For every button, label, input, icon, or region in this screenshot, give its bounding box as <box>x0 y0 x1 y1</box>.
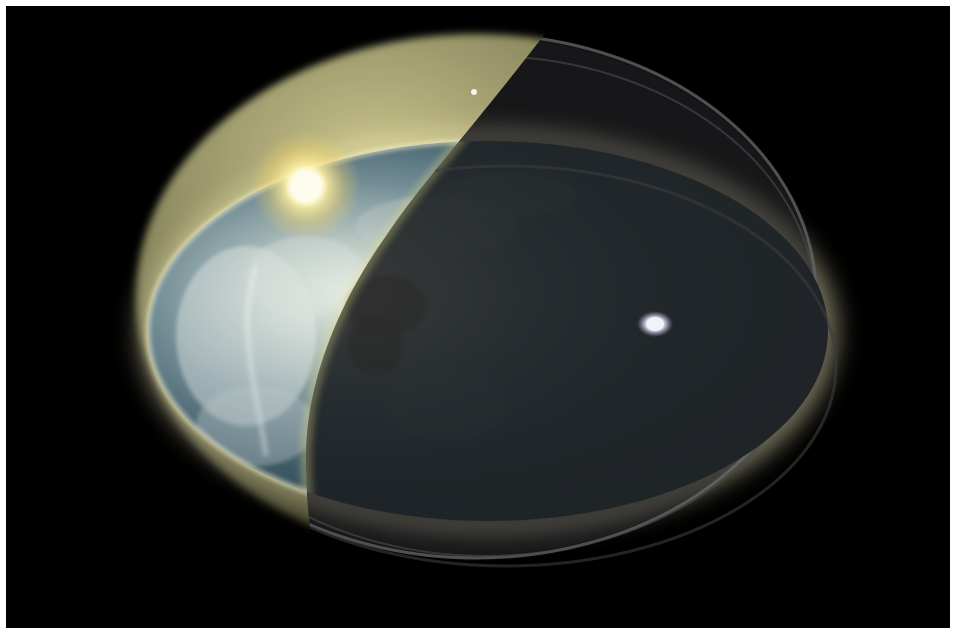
terminator-line <box>300 141 570 521</box>
star <box>471 89 477 95</box>
night-ring <box>306 164 838 568</box>
earth-disk <box>148 141 828 521</box>
image-frame <box>6 6 950 628</box>
earth-dome-scene <box>6 6 950 628</box>
